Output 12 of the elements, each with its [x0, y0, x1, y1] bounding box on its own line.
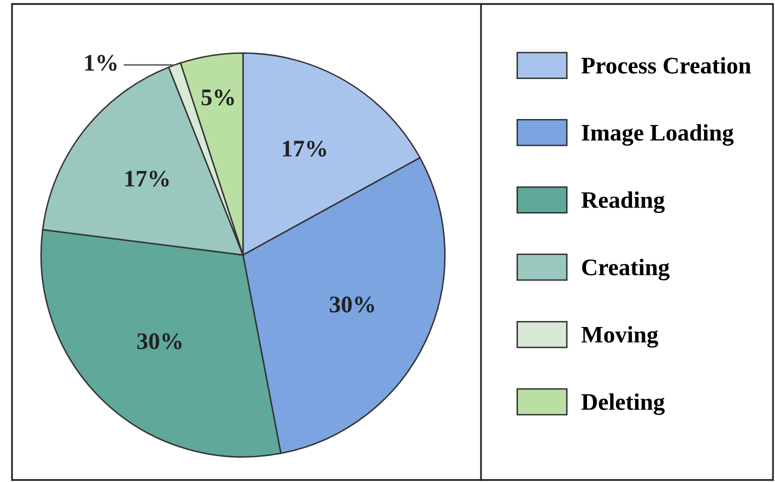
legend-label: Image Loading	[582, 124, 734, 146]
data-label: 30%	[330, 296, 374, 313]
legend-label: Creating	[582, 258, 670, 280]
data-label: 1%	[85, 54, 117, 71]
legend-label: Moving	[581, 326, 658, 348]
data-label: 30%	[137, 333, 182, 350]
data-label: 17%	[126, 170, 169, 187]
legend-label: Reading	[581, 191, 665, 214]
data-label: 17%	[282, 140, 326, 157]
legend-label: Process Creation	[581, 56, 751, 74]
legend-label: Deleting	[581, 393, 665, 415]
data-label: 5%	[202, 89, 234, 106]
